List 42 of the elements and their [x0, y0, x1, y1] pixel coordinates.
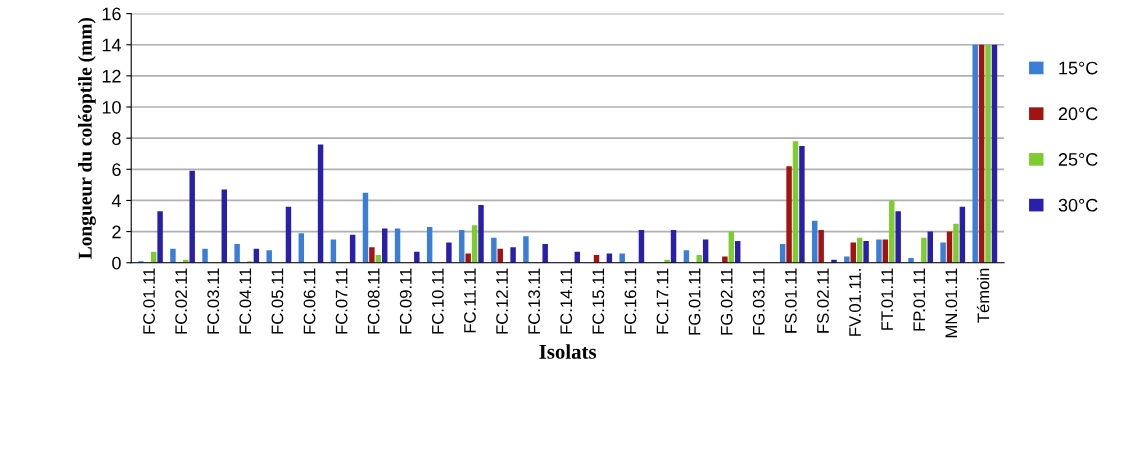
x-tick-label: Témoin: [976, 268, 990, 323]
x-tick-label: FC.03.11: [207, 268, 220, 334]
x-tick-label: FC.17.11: [656, 268, 669, 334]
legend-label: 20°C: [1058, 107, 1098, 121]
y-tick-label: 12: [102, 69, 121, 83]
x-tick-label: FC.10.11: [431, 268, 444, 334]
x-tick-label: FC.15.11: [592, 268, 605, 334]
legend-label: 25°C: [1058, 153, 1098, 166]
y-tick-label: 6: [112, 163, 121, 177]
x-tick-label: FC.11.11: [464, 268, 476, 333]
y-tick-label: 0: [112, 256, 121, 270]
y-tick-label: 16: [102, 7, 121, 21]
x-tick-label: MN.01.11: [945, 268, 958, 338]
x-tick-label: FP.01.11: [913, 268, 926, 331]
x-tick-label: FC.14.11: [560, 268, 573, 334]
legend-label: 15°C: [1059, 61, 1098, 75]
x-axis-title: Isolats: [539, 344, 597, 359]
legend-label: 30°C: [1058, 198, 1098, 212]
x-tick-label: FC.12.11: [496, 268, 508, 334]
x-tick-label: FG.02.11: [720, 268, 733, 335]
x-tick-label: FC.02.11: [175, 268, 188, 334]
y-tick-label: 14: [102, 38, 121, 52]
x-tick-label: FC.09.11: [399, 268, 412, 334]
x-tick-label: FS.01.11: [784, 268, 797, 333]
y-axis-title: Longueur du coléoptile (mm): [78, 17, 96, 259]
x-tick-label: FC.05.11: [271, 268, 284, 334]
x-tick-label: FG.01.11: [688, 268, 701, 335]
y-tick-label: 2: [112, 225, 121, 239]
x-tick-label: FC.08.11: [367, 268, 380, 334]
x-tick-label: FS.02.11: [817, 268, 829, 333]
x-tick-label: FC.16.11: [624, 268, 637, 334]
y-tick-label: 8: [112, 132, 121, 145]
x-tick-label: FV.01.11.: [849, 269, 861, 336]
x-tick-label: FT.01.11: [881, 268, 894, 330]
x-tick-label: FC.01.11: [143, 268, 155, 334]
y-tick-label: 4: [111, 194, 121, 207]
x-tick-label: FG.03.11: [752, 268, 765, 335]
y-tick-label: 10: [102, 100, 121, 114]
x-tick-label: FC.06.11: [303, 268, 316, 334]
x-tick-label: FC.07.11: [335, 268, 348, 334]
x-tick-label: FC.13.11: [528, 268, 541, 334]
x-tick-label: FC.04.11: [239, 268, 252, 334]
